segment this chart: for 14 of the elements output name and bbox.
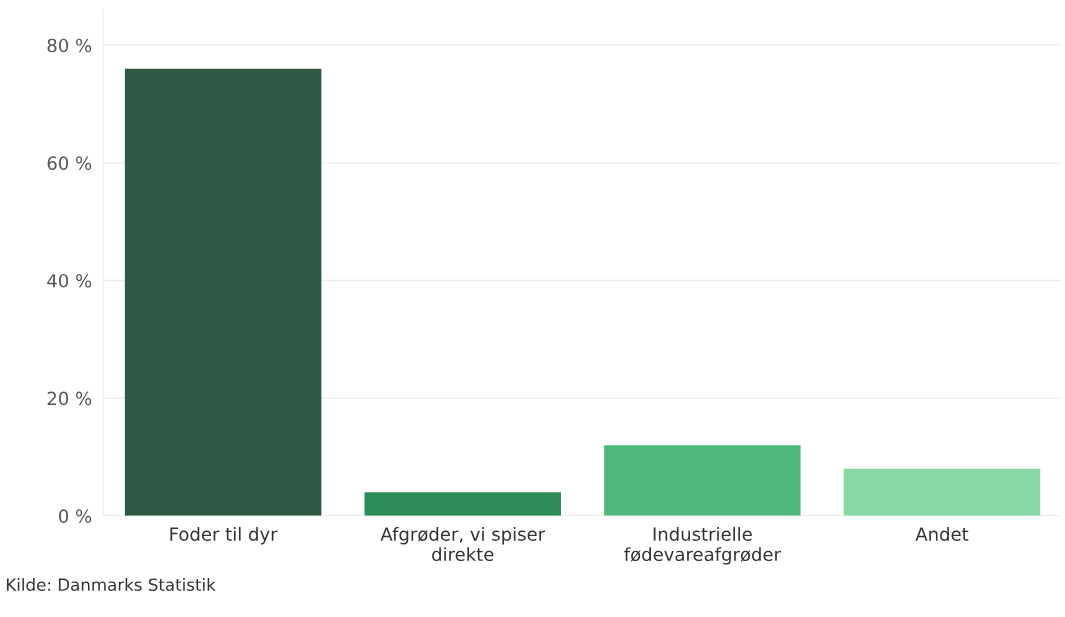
bar (843, 468, 1041, 516)
bar (364, 492, 561, 516)
y-tick-label: 20 % (47, 391, 92, 406)
y-tick-label: 60 % (47, 156, 92, 170)
y-tick-label: 80 % (47, 38, 92, 53)
x-tick-label: Andet (915, 526, 969, 541)
y-tick-label: 40 % (47, 273, 92, 288)
bar (604, 445, 801, 516)
y-tick-label: 0 % (59, 509, 92, 523)
x-tick-label: Afgrøder, vi spiser direkte (380, 526, 546, 562)
bar (124, 68, 322, 516)
x-tick-label: Industrielle fødevareafgrøder (624, 526, 781, 565)
x-tick-label: Foder til dyr (170, 526, 278, 545)
text: Kilde: Danmarks Statistik (6, 578, 216, 591)
